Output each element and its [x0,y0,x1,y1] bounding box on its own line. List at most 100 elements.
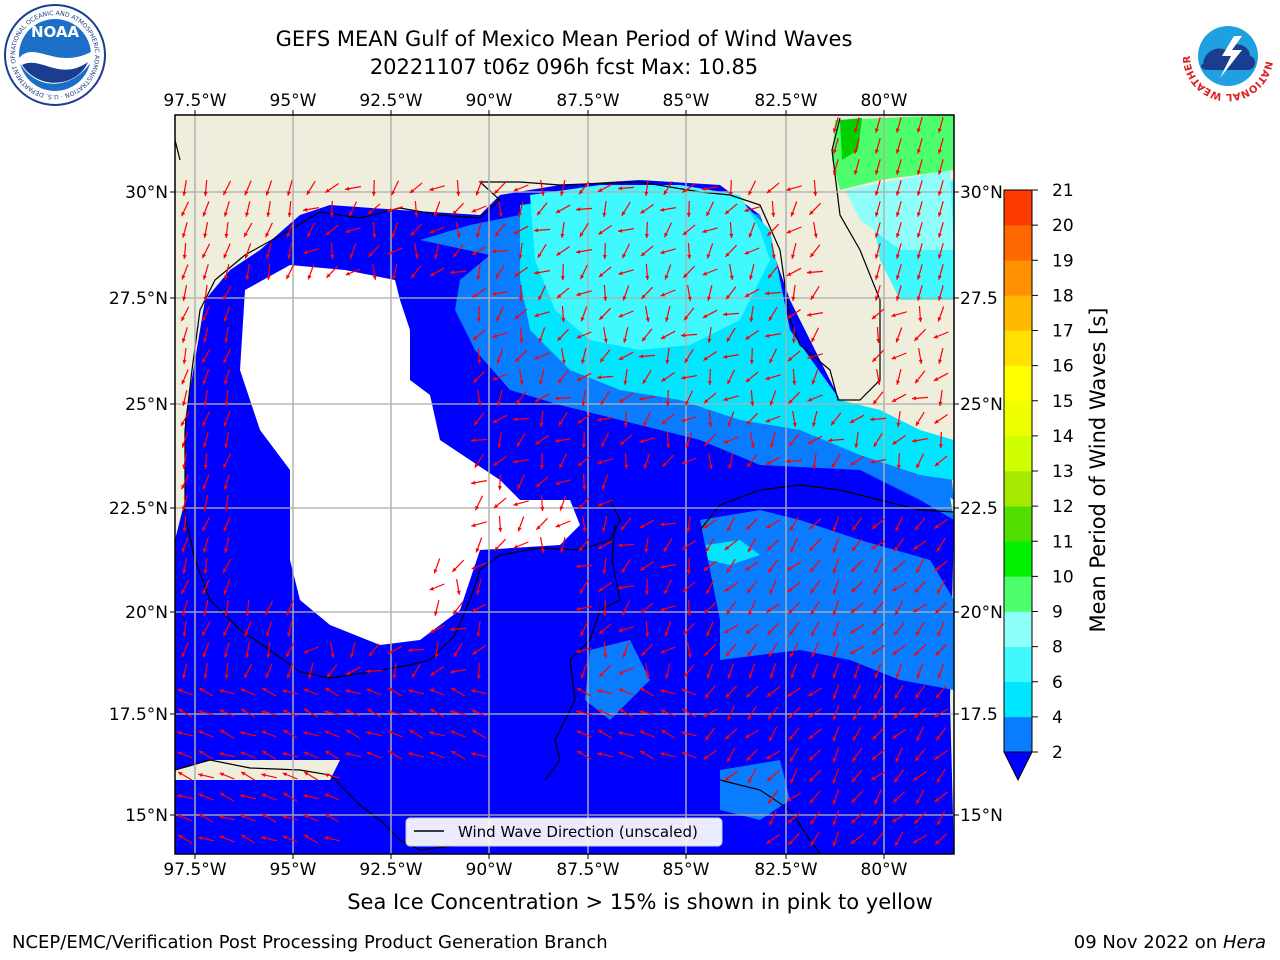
wind-arrow-head [916,233,921,238]
wind-arrow-head [261,710,266,715]
wind-arrow-head [853,170,858,175]
wind-arrow-head [578,504,583,509]
wind-arrow-head [261,730,267,735]
wind-arrow-head [496,359,501,364]
wind-arrow-head [391,233,396,238]
wind-arrow-head [203,464,208,469]
wind-arrow-head [325,231,331,236]
wind-arrow-head [182,674,187,679]
wind-arrow-head [809,798,814,804]
wind-arrow-head [199,750,204,755]
wind-arrow-head [873,589,878,594]
wind-arrow-head [577,687,582,692]
wind-arrow-head [577,750,582,755]
wind-arrow-head [476,233,480,238]
wind-arrow-head [894,694,899,699]
wind-arrow-head [429,586,435,591]
wind-arrow-head [492,419,498,423]
wind-arrow-head [182,191,187,196]
wind-arrow-head [492,376,498,381]
wind-arrow-head [581,401,586,406]
wind-arrow-head [182,464,187,469]
wind-arrow-head [872,630,877,635]
wind-arrow-head [429,229,435,234]
wind-arrow-head [871,524,877,529]
wind-arrow-head [894,778,899,783]
nws-logo: NATIONAL WEATHER SERVICE [0,0,1275,103]
wind-arrow-head [787,314,792,319]
axis-ticks [170,110,959,859]
wind-arrow-head [266,254,270,259]
wind-arrow-head [916,674,921,679]
wind-arrow-head [685,443,690,448]
wind-arrow-head [202,380,207,385]
wind-arrow-head [660,207,665,212]
wind-arrow-head [476,317,481,322]
wind-arrow-head [810,610,815,615]
wind-arrow-head [492,334,497,339]
wind-arrow-head [937,674,942,679]
colorbar-segment [1004,260,1032,296]
wind-arrow-head [326,273,331,278]
colorbar-tick-label: 16 [1052,357,1074,377]
wind-arrow-head [519,338,524,343]
wind-arrow-head [787,357,793,362]
wind-arrow-head [665,359,670,364]
wind-arrow-head [286,674,291,679]
wind-arrow-head [471,689,476,694]
wind-arrow-head [597,417,602,422]
wind-arrow-head [807,397,813,402]
wind-arrow-head [916,736,921,742]
wind-arrow-head [579,232,584,237]
wind-arrow-head [854,443,859,448]
wind-arrow-head [198,836,203,841]
wind-arrow-head [664,589,669,595]
wind-arrow-head [497,401,501,406]
wind-arrow-head [513,187,519,192]
wind-arrow-head [937,212,942,217]
sea-region-9-10 [832,115,954,190]
wind-arrow-head [769,358,774,364]
wind-arrow-head [325,188,330,193]
wind-arrow-head [786,459,791,464]
wind-arrow-head [708,422,713,427]
wind-arrow-head [498,527,503,532]
wind-arrow-head [287,632,292,637]
wind-arrow-head [286,274,290,280]
wind-arrow-head [684,672,689,678]
wind-arrow-head [602,212,607,217]
colorbar-tick-label: 8 [1052,638,1063,658]
wind-arrow-head [813,191,818,196]
wind-arrow-head [807,270,812,275]
wind-arrow-head [497,443,502,448]
wind-arrow-head [387,730,393,735]
wind-arrow-head [704,651,709,656]
wind-arrow-head [916,212,921,217]
wind-arrow-head [392,674,397,679]
wind-arrow-head [618,356,624,360]
wind-arrow-head [262,813,267,818]
lat-label-left: 30°N [125,183,168,203]
wind-arrow-head [832,590,837,595]
credit-left: NCEP/EMC/Verification Post Processing Pr… [12,932,608,953]
wind-arrow-head [681,460,687,465]
wind-arrow-head [303,794,308,799]
wind-arrow-head [639,710,644,715]
wind-arrow-head [914,756,919,762]
wind-arrow-head [477,401,482,406]
wind-arrow-head [600,357,605,363]
wind-arrow-head [682,545,687,550]
wind-arrow-head [892,734,897,739]
wind-arrow-head [223,422,228,427]
wind-arrow-head [895,526,900,532]
wind-arrow-head [182,296,187,301]
wind-arrow-head [938,401,943,406]
lon-label-bottom: 82.5°W [754,860,817,880]
lon-label-bottom: 95°W [270,860,317,880]
lat-label-left: 25°N [125,395,168,415]
wind-arrow-head [580,674,585,679]
wind-arrow-head [324,730,330,735]
lat-label-left: 15°N [125,806,168,826]
wind-arrow-head [391,190,396,196]
wind-arrow-head [871,650,876,655]
